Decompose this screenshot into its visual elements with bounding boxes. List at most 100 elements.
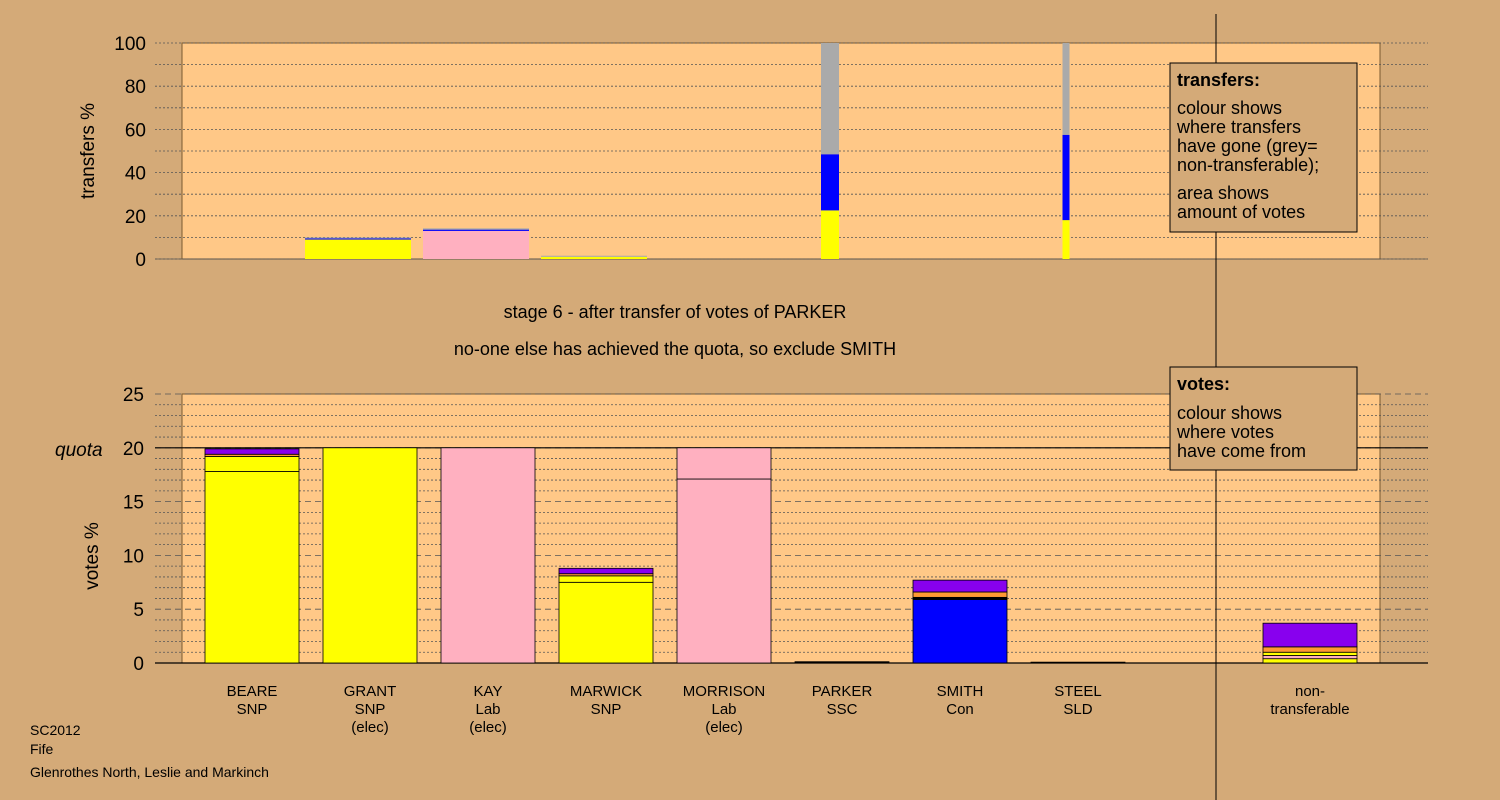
- transfers-legend-line-1: colour shows: [1177, 98, 1282, 118]
- votes-bar-morrison: [676, 447, 772, 664]
- votes-bars: [204, 447, 1358, 664]
- votes-bar-segment: [676, 447, 772, 480]
- votes-bar-segment: [204, 456, 300, 472]
- transfers-bar-segment: [1062, 220, 1070, 259]
- votes-tick-label: 0: [133, 654, 144, 675]
- transfers-legend: transfers: colour shows where transfers …: [1169, 62, 1358, 233]
- votes-bar-segment: [794, 661, 890, 664]
- votes-legend-line-2: where votes: [1176, 422, 1274, 442]
- transfers-tick-label: 100: [114, 34, 146, 55]
- candidate-label: STEEL: [1054, 683, 1102, 700]
- candidate-label: MORRISON: [683, 683, 766, 700]
- votes-bar-segment: [1262, 622, 1358, 648]
- transfers-legend-line-2: where transfers: [1176, 117, 1301, 137]
- votes-bar-segment: [1262, 646, 1358, 653]
- stage-line-1: stage 6 - after transfer of votes of PAR…: [504, 302, 847, 322]
- candidate-label: Lab: [711, 701, 736, 718]
- votes-bar-nontransferable: [1262, 622, 1358, 664]
- votes-bar-segment: [912, 599, 1008, 664]
- votes-bar-segment: [204, 448, 300, 455]
- transfers-bar-grant: [305, 237, 411, 259]
- transfers-legend-line-4: non-transferable);: [1177, 155, 1319, 175]
- votes-legend: votes: colour shows where votes have com…: [1169, 366, 1358, 471]
- footer-election: SC2012: [30, 722, 81, 738]
- votes-bar-marwick: [558, 567, 654, 664]
- nontransferable-label: non-: [1295, 683, 1325, 700]
- transfers-bar-segment: [1062, 134, 1070, 221]
- transfers-y-ticks: 0 20 40 60 80 100: [114, 34, 146, 271]
- candidate-label: SNP: [355, 701, 386, 718]
- votes-bar-segment: [1030, 661, 1126, 664]
- candidate-label: SNP: [591, 701, 622, 718]
- candidate-label: SLD: [1063, 701, 1092, 718]
- transfers-bar-segment: [423, 228, 529, 230]
- transfers-bar-parker: [821, 43, 839, 259]
- candidate-label: GRANT: [344, 683, 397, 700]
- votes-bar-segment: [1262, 658, 1358, 664]
- candidate-label: (elec): [469, 719, 507, 736]
- candidate-label: (elec): [705, 719, 743, 736]
- candidate-label: Lab: [475, 701, 500, 718]
- votes-bar-segment: [558, 567, 654, 575]
- votes-tick-label: 10: [123, 546, 144, 567]
- transfers-legend-line-6: amount of votes: [1177, 202, 1305, 222]
- transfers-legend-line-3: have gone (grey=: [1177, 136, 1318, 156]
- transfers-bar-segment: [821, 210, 839, 259]
- transfers-tick-label: 80: [125, 77, 146, 98]
- transfers-bar-marwick: [541, 255, 647, 259]
- candidate-label: SMITH: [937, 683, 984, 700]
- transfers-tick-label: 40: [125, 164, 146, 185]
- transfers-tick-label: 60: [125, 120, 146, 141]
- votes-tick-label: 20: [123, 439, 144, 460]
- votes-bar-segment: [322, 447, 418, 664]
- votes-bar-kay: [440, 447, 536, 664]
- footer-ward: Glenrothes North, Leslie and Markinch: [30, 764, 269, 780]
- votes-legend-line-3: have come from: [1177, 441, 1306, 461]
- transfers-tick-label: 0: [135, 250, 146, 271]
- votes-bar-segment: [1262, 651, 1358, 656]
- transfers-bar-segment: [305, 239, 411, 259]
- transfers-bar-steel: [1062, 43, 1070, 259]
- votes-legend-line-1: colour shows: [1177, 403, 1282, 423]
- transfers-bar-segment: [423, 230, 529, 259]
- candidate-label: SSC: [827, 701, 858, 718]
- transfers-tick-label: 20: [125, 207, 146, 228]
- votes-y-label: votes %: [82, 522, 103, 590]
- votes-tick-label: 5: [133, 600, 144, 621]
- candidate-labels: BEARESNPGRANTSNP(elec)KAYLab(elec)MARWIC…: [227, 683, 1350, 736]
- transfers-bar-segment: [541, 256, 647, 259]
- candidate-label: Con: [946, 701, 974, 718]
- transfers-legend-title: transfers:: [1177, 70, 1260, 90]
- transfers-bar-segment: [821, 154, 839, 211]
- transfers-legend-line-5: area shows: [1177, 183, 1269, 203]
- candidate-label: (elec): [351, 719, 389, 736]
- votes-bar-smith: [912, 579, 1008, 664]
- votes-bar-segment: [204, 471, 300, 664]
- stage-line-2: no-one else has achieved the quota, so e…: [454, 339, 896, 359]
- votes-y-ticks: 0 5 10 15 20 25: [123, 385, 144, 675]
- transfers-y-label: transfers %: [78, 103, 99, 199]
- candidate-label: SNP: [237, 701, 268, 718]
- transfers-bar-segment: [423, 229, 529, 231]
- votes-bar-segment: [1262, 655, 1358, 660]
- candidate-label: PARKER: [812, 683, 873, 700]
- transfers-bar-segment: [821, 43, 839, 155]
- votes-bar-segment: [558, 575, 654, 583]
- votes-bar-segment: [912, 579, 1008, 593]
- nontransferable-label: transferable: [1270, 701, 1349, 718]
- quota-label: quota: [55, 440, 103, 461]
- transfers-bar-segment: [1062, 43, 1070, 135]
- votes-bar-grant: [322, 447, 418, 664]
- candidate-label: KAY: [474, 683, 503, 700]
- votes-bar-steel: [1030, 661, 1126, 664]
- footer-council: Fife: [30, 741, 54, 757]
- votes-tick-label: 15: [123, 493, 144, 514]
- votes-bar-segment: [676, 478, 772, 664]
- votes-legend-title: votes:: [1177, 374, 1230, 394]
- candidate-label: MARWICK: [570, 683, 642, 700]
- votes-bar-segment: [440, 447, 536, 664]
- transfers-bar-segment: [541, 255, 647, 257]
- candidate-label: BEARE: [227, 683, 278, 700]
- votes-bar-segment: [912, 591, 1008, 598]
